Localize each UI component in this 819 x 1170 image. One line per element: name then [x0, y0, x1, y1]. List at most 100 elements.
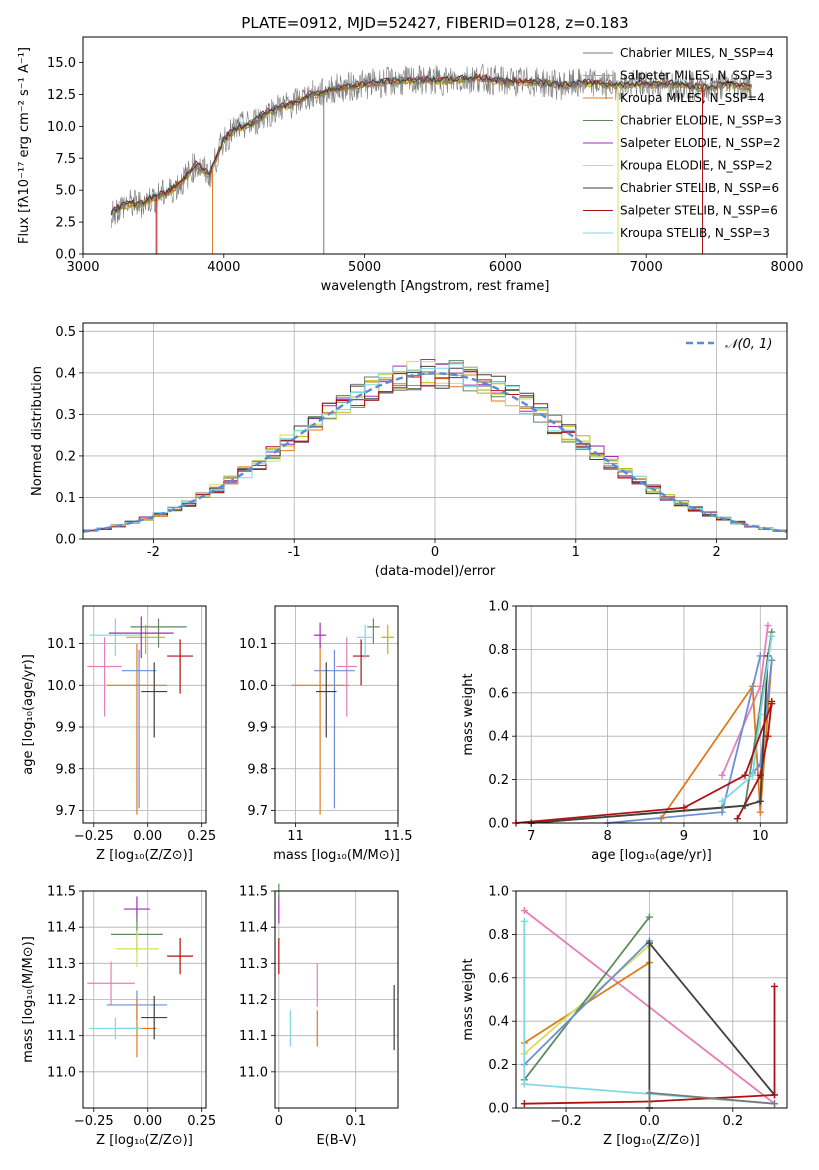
y-tick-label: 11.1: [239, 1029, 268, 1044]
y-tick-label: 0.3: [55, 408, 76, 423]
mass-weight-marker: [718, 771, 726, 779]
y-tick-label: 10.0: [47, 120, 76, 135]
y-tick-label: 1.0: [488, 885, 509, 900]
y-tick-label: 0.5: [55, 325, 76, 340]
axes-frame: [274, 890, 399, 1109]
y-axis-label: mass weight: [461, 958, 476, 1040]
spectrum-line: [110, 73, 752, 216]
mass-weight-line: [523, 940, 651, 1066]
y-tick-label: 0.0: [488, 1102, 509, 1117]
mass-weight-marker: [756, 808, 764, 816]
x-tick-label: 10: [752, 829, 769, 844]
mass-weight-marker: [520, 1080, 528, 1088]
x-tick-label: 0.25: [187, 829, 216, 844]
y-axis-label: age [log₁₀(age/yr)]: [21, 654, 36, 775]
mass-weight-line: [648, 940, 776, 1108]
mass-weight-marker: [749, 771, 757, 779]
y-tick-label: 11.0: [239, 1065, 268, 1080]
spectrum-panel: 3000 4000 5000 6000 7000 8000 0.0 2.5 5.0 7.5 10.0…: [17, 36, 804, 294]
mass-weight-line: [531, 631, 773, 824]
x-tick-label: -2: [147, 545, 160, 560]
mass-weight-marker: [520, 917, 528, 925]
legend-label: Salpeter MILES, N_SSP=3: [620, 69, 773, 83]
x-axis-label: E(B-V): [316, 1133, 356, 1148]
x-tick-label: 8: [603, 829, 611, 844]
mass-weight-marker: [756, 771, 764, 779]
mass-weight-marker: [733, 815, 741, 823]
mass-weight-marker: [741, 802, 749, 810]
legend-label: Kroupa ELODIE, N_SSP=2: [620, 159, 773, 173]
y-tick-label: 2.5: [55, 216, 76, 231]
mass-weight-marker: [768, 700, 776, 708]
y-tick-label: 11.1: [47, 1029, 76, 1044]
y-tick-label: 0.4: [55, 366, 76, 381]
y-tick-label: 0.6: [488, 686, 509, 701]
y-tick-label: 9.7: [55, 804, 76, 819]
y-tick-label: 9.9: [247, 721, 268, 736]
mass-weight-marker: [768, 656, 776, 664]
axes-frame: [515, 605, 788, 824]
mass-weight-marker: [768, 632, 776, 640]
x-tick-label: 0.00: [133, 1114, 162, 1129]
normal-curve: [82, 372, 788, 533]
mass-weight-marker: [770, 1091, 778, 1099]
x-axis-label: age [log₁₀(age/yr)]: [591, 848, 712, 863]
mass-weight-marker: [756, 711, 764, 718]
mass-weight-marker: [680, 804, 688, 812]
x-tick-label: 0.1: [345, 1114, 366, 1129]
x-axis-label: (data-model)/error: [375, 564, 496, 579]
y-tick-label: 1.0: [488, 600, 509, 615]
y-tick-label: 12.5: [47, 88, 76, 103]
mass-weight-marker: [770, 982, 778, 990]
y-tick-label: 0.6: [488, 971, 509, 986]
x-tick-label: 4000: [207, 260, 240, 275]
x-tick-label: 8000: [770, 260, 803, 275]
x-tick-label: 3000: [66, 260, 99, 275]
mass-weight-marker: [770, 1100, 778, 1108]
x-tick-label: 0: [431, 545, 439, 560]
y-tick-label: 0.4: [488, 730, 509, 745]
y-tick-label: 11.5: [47, 885, 76, 900]
x-axis-label: wavelength [Angstrom, rest frame]: [321, 279, 550, 294]
mass-vs-ebv-panel: 0 0.1 11.0 11.1 11.2 11.3 11.4 11.5 E(B-V): [239, 883, 399, 1148]
legend-label: Chabrier ELODIE, N_SSP=3: [620, 114, 782, 128]
residual-histogram: [83, 363, 787, 532]
legend-label: Chabrier MILES, N_SSP=4: [620, 46, 774, 60]
y-tick-label: 15.0: [47, 56, 76, 71]
mass-weight-marker: [520, 1100, 528, 1108]
mass-weight-marker: [645, 1089, 653, 1097]
y-tick-label: 10.0: [239, 679, 268, 694]
mass-weight-marker: [741, 771, 749, 779]
age-vs-mass-panel: 11 11.5 9.7 9.8 9.9 10.0 10.1 mass [log₁₀(M/M⊙)…: [239, 605, 413, 863]
legend-label: Salpeter ELODIE, N_SSP=2: [620, 136, 781, 150]
y-tick-label: 0.2: [488, 773, 509, 788]
legend-label: Kroupa MILES, N_SSP=4: [620, 91, 765, 105]
y-tick-label: 7.5: [55, 152, 76, 167]
mass-weight-marker: [718, 808, 726, 816]
mass-weight-marker: [764, 622, 772, 630]
y-tick-label: 9.8: [55, 762, 76, 777]
x-tick-label: 7000: [630, 260, 663, 275]
y-tick-label: 11.2: [239, 993, 268, 1008]
y-tick-label: 0.1: [55, 491, 76, 506]
x-tick-label: 0.2: [722, 1114, 743, 1129]
spectrum-line: [110, 63, 752, 229]
y-tick-label: 0.4: [488, 1015, 509, 1030]
x-axis-label: Z [log₁₀(Z/Z⊙)]: [96, 1133, 193, 1148]
mass-weight-marker: [520, 907, 528, 915]
y-tick-label: 0.2: [55, 449, 76, 464]
y-axis-label: mass [log₁₀(M/M⊙)]: [21, 936, 36, 1063]
x-tick-label: 0: [275, 1114, 283, 1129]
x-tick-label: −0.25: [74, 829, 114, 844]
mass-weight-marker: [756, 797, 764, 805]
x-axis-label: mass [log₁₀(M/M⊙)]: [273, 848, 400, 863]
y-tick-label: 9.9: [55, 721, 76, 736]
legend-label: 𝒩(0, 1): [725, 337, 772, 352]
axes-frame: [274, 605, 399, 824]
y-tick-label: 5.0: [55, 184, 76, 199]
legend-label: Kroupa STELIB, N_SSP=3: [620, 226, 770, 240]
y-tick-label: 11.3: [239, 957, 268, 972]
x-tick-label: 11.5: [384, 829, 413, 844]
mass-vs-metallicity-panel: −0.25 0.00 0.25 11.0 11.1 11.2 11.3 11.4 11.5 Z […: [21, 885, 216, 1149]
